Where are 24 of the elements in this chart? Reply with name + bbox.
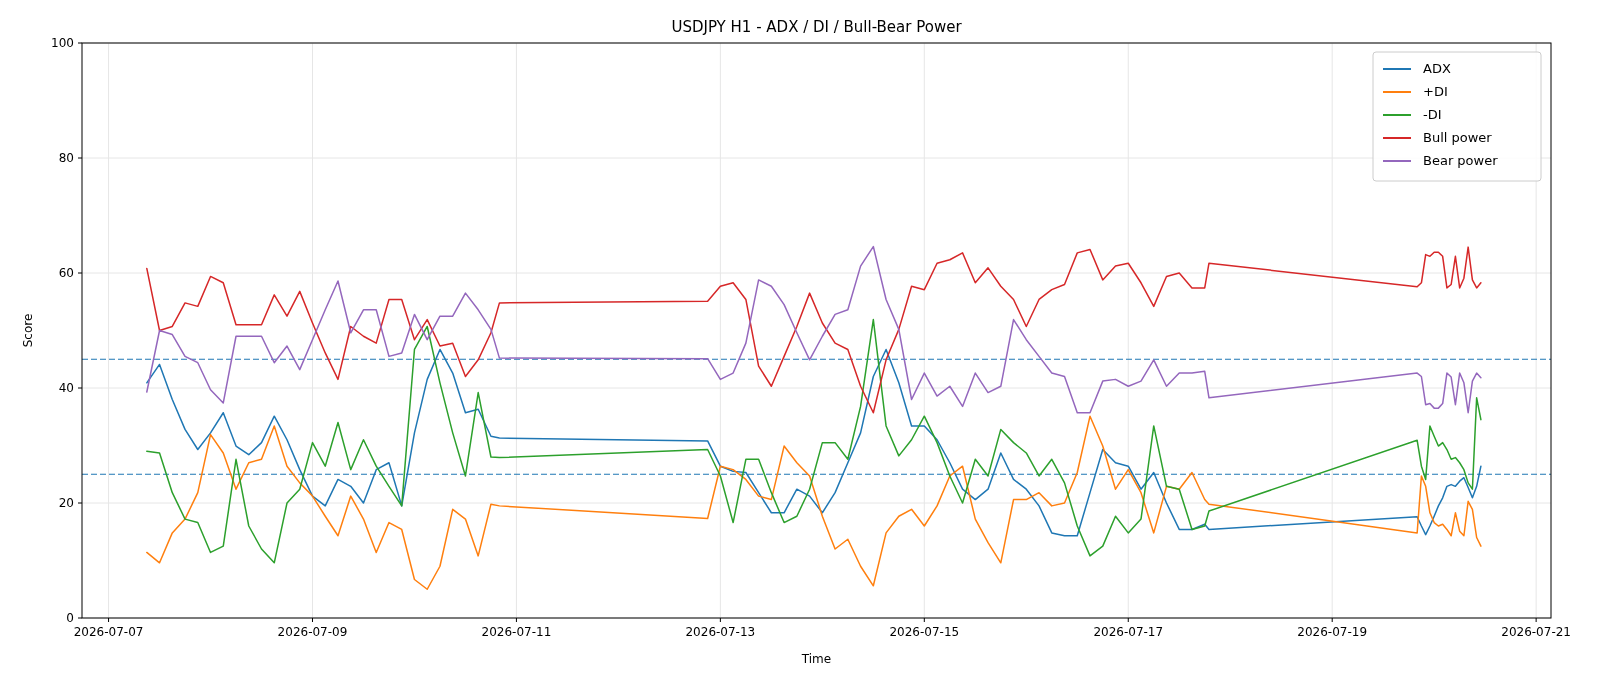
- legend-label: Bear power: [1423, 153, 1499, 168]
- y-tick-label: 0: [66, 611, 74, 625]
- legend-label: -DI: [1423, 107, 1442, 122]
- x-tick-label: 2026-07-15: [889, 625, 960, 639]
- legend-label: ADX: [1423, 61, 1451, 76]
- y-tick-label: 40: [58, 381, 74, 395]
- chart-title: USDJPY H1 - ADX / DI / Bull-Bear Power: [671, 18, 963, 36]
- legend-label: Bull power: [1423, 130, 1493, 145]
- x-axis-title: Time: [800, 652, 832, 666]
- x-tick-label: 2026-07-09: [277, 625, 348, 639]
- x-tick-label: 2026-07-19: [1297, 625, 1368, 639]
- x-tick-label: 2026-07-13: [685, 625, 756, 639]
- y-tick-label: 60: [58, 266, 74, 280]
- x-tick-label: 2026-07-11: [481, 625, 552, 639]
- y-tick-label: 80: [58, 151, 74, 165]
- y-tick-label: 20: [58, 496, 74, 510]
- line-series: [146, 415, 1482, 590]
- legend-label: +DI: [1423, 84, 1448, 99]
- x-tick-label: 2026-07-21: [1501, 625, 1571, 639]
- y-tick-label: 100: [51, 36, 74, 50]
- x-tick-label: 2026-07-17: [1093, 625, 1164, 639]
- x-tick-label: 2026-07-07: [73, 625, 144, 639]
- line-series: [146, 318, 1482, 564]
- y-axis-title: Score: [21, 313, 35, 348]
